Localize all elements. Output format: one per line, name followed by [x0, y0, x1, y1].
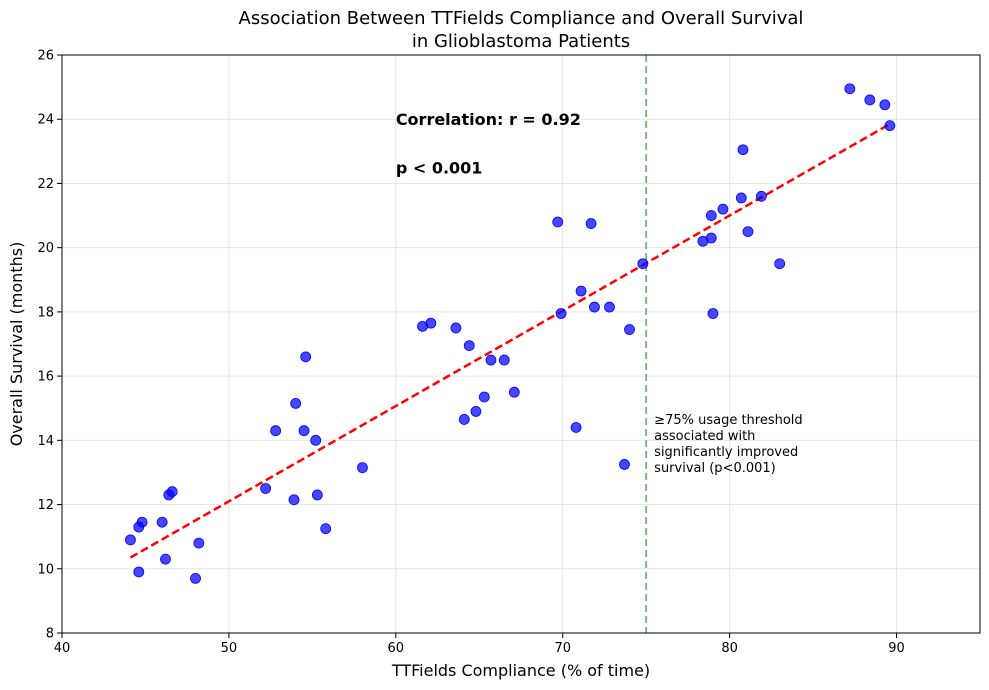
data-point	[470, 406, 482, 417]
y-tick-label: 22	[37, 177, 54, 192]
data-point	[485, 354, 497, 366]
data-point	[270, 425, 282, 437]
data-point	[884, 120, 896, 132]
data-point	[570, 422, 582, 433]
data-point	[705, 232, 717, 244]
plot-frame	[61, 54, 981, 634]
data-point	[463, 340, 475, 352]
data-point	[735, 192, 747, 204]
x-tick-label: 80	[721, 641, 738, 656]
data-point	[190, 573, 201, 584]
data-point	[156, 516, 168, 528]
x-tick-label: 60	[388, 641, 405, 656]
data-point	[300, 351, 312, 363]
x-tick-label: 40	[54, 641, 71, 656]
threshold-annotation-line: significantly improved	[654, 445, 798, 460]
y-tick-label: 10	[37, 562, 54, 577]
data-point	[705, 210, 717, 221]
p-value-annotation: p < 0.001	[396, 158, 483, 177]
data-point	[552, 216, 564, 228]
data-point	[478, 391, 490, 403]
data-point	[555, 308, 567, 319]
data-point	[450, 322, 462, 334]
y-tick-label: 16	[37, 370, 54, 385]
x-axis-label: TTFields Compliance (% of time)	[391, 661, 650, 680]
correlation-annotation: Correlation: r = 0.92	[396, 110, 581, 129]
data-point	[879, 99, 891, 111]
data-point	[508, 386, 520, 398]
y-tick-label: 20	[37, 241, 54, 256]
data-point	[425, 317, 437, 329]
x-tick-label: 90	[888, 641, 905, 656]
y-tick-label: 8	[46, 627, 54, 642]
data-point	[585, 218, 597, 229]
data-point	[589, 301, 600, 313]
y-tick-label: 18	[37, 305, 54, 320]
data-point	[288, 494, 300, 506]
y-axis-label: Overall Survival (months)	[7, 242, 26, 447]
data-point	[133, 566, 145, 578]
chart-title-line-1: Association Between TTFields Compliance …	[239, 8, 804, 29]
threshold-annotation-line: ≥75% usage threshold	[654, 413, 803, 428]
data-point	[737, 144, 749, 156]
data-point	[604, 301, 615, 313]
data-point	[298, 425, 310, 437]
data-point	[136, 516, 148, 528]
x-tick-label: 50	[221, 641, 238, 656]
y-tick-label: 26	[37, 49, 54, 64]
data-point	[844, 83, 856, 95]
data-point	[320, 523, 332, 535]
data-point	[311, 489, 323, 501]
x-axis-ticks: 40 50 60 70 80 90	[54, 633, 905, 656]
data-point	[498, 354, 510, 366]
data-point	[619, 459, 630, 470]
data-point	[125, 534, 136, 546]
trend-line	[129, 122, 891, 559]
data-point	[160, 553, 171, 565]
data-point	[193, 537, 205, 549]
data-point	[260, 483, 272, 494]
data-point	[637, 258, 649, 270]
data-point	[864, 94, 876, 106]
y-tick-label: 14	[37, 434, 54, 449]
data-point	[717, 203, 729, 215]
data-point	[166, 486, 178, 498]
grid	[61, 54, 980, 634]
data-point	[575, 285, 587, 297]
data-point	[707, 308, 719, 319]
points-layer	[125, 83, 896, 584]
y-tick-label: 24	[37, 113, 54, 128]
data-point	[755, 190, 767, 202]
data-point	[290, 398, 302, 409]
data-point	[357, 462, 368, 474]
trend-layer	[129, 122, 891, 559]
data-point	[774, 258, 786, 270]
data-point	[310, 434, 322, 446]
threshold-annotation-line: associated with	[654, 429, 755, 444]
y-axis-ticks: 8 10 12 14 16 18 20 22 24 26	[37, 49, 62, 642]
y-tick-label: 12	[37, 498, 54, 513]
chart-title-line-2: in Glioblastoma Patients	[412, 31, 630, 52]
threshold-annotation-line: survival (p<0.001)	[654, 461, 776, 476]
data-point	[624, 324, 635, 335]
x-tick-label: 70	[554, 641, 571, 656]
data-point	[742, 226, 754, 238]
data-point	[458, 414, 470, 425]
